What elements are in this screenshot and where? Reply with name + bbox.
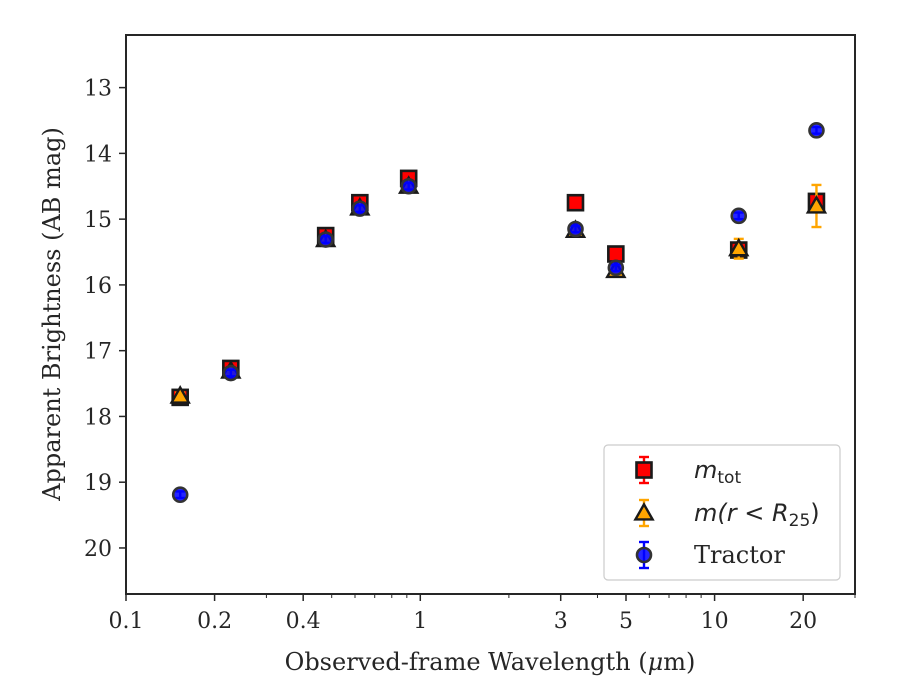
data-point <box>728 237 750 257</box>
x-tick-label: 0.1 <box>109 609 144 634</box>
legend-entry: Tractor <box>635 540 785 570</box>
data-point <box>567 220 584 238</box>
data-point <box>317 231 334 248</box>
data-point <box>805 194 828 214</box>
plot-frame <box>125 34 856 595</box>
legend: mtot m(r < R25) Tractor <box>603 444 841 581</box>
data-point <box>400 177 417 195</box>
y-axis-ticks: 13 14 15 16 17 18 19 20 <box>84 77 126 562</box>
x-tick-label: 10 <box>701 609 729 634</box>
y-tick-label: 15 <box>84 208 112 233</box>
legend-entries: mtot m(r < R25) Tractor <box>633 455 820 570</box>
data-point <box>566 193 585 212</box>
legend-marker <box>633 501 655 521</box>
y-tick-label: 17 <box>84 340 112 365</box>
y-tick-label: 18 <box>84 405 112 430</box>
legend-box <box>603 444 841 581</box>
y-tick-label: 20 <box>84 537 112 562</box>
data-point <box>351 200 369 217</box>
x-tick-label: 3 <box>554 609 568 634</box>
legend-label: m(r < R25) <box>694 499 820 531</box>
legend-entry: mtot <box>635 455 741 488</box>
x-tick-label: 0.4 <box>286 609 321 634</box>
data-point <box>222 364 240 382</box>
y-tick-label: 13 <box>84 77 112 102</box>
legend-marker <box>635 461 653 479</box>
y-tick-label: 14 <box>84 142 112 167</box>
y-tick-label: 16 <box>84 274 112 299</box>
data-point <box>808 122 825 139</box>
x-tick-label: 1 <box>413 609 427 634</box>
legend-marker <box>635 546 653 564</box>
data-point <box>730 207 748 225</box>
data-point <box>607 259 625 277</box>
x-tick-label: 0.2 <box>197 609 232 634</box>
x-axis-label: Observed-frame Wavelength (μm) <box>285 648 696 676</box>
y-axis-label: Apparent Brightness (AB mag) <box>38 127 66 502</box>
legend-label: Tractor <box>694 541 785 569</box>
data-point <box>607 245 625 263</box>
x-tick-label: 5 <box>619 609 633 634</box>
legend-label: mtot <box>694 456 741 488</box>
data-point <box>171 486 189 503</box>
data-point <box>169 385 191 404</box>
x-axis-ticks: 0.1 0.2 0.4 1 3 5 10 20 <box>109 594 856 634</box>
series-circle <box>171 122 825 503</box>
legend-entry: m(r < R25) <box>633 498 820 531</box>
y-tick-label: 19 <box>84 471 112 496</box>
data-layer <box>169 122 828 503</box>
x-tick-label: 20 <box>789 609 817 634</box>
